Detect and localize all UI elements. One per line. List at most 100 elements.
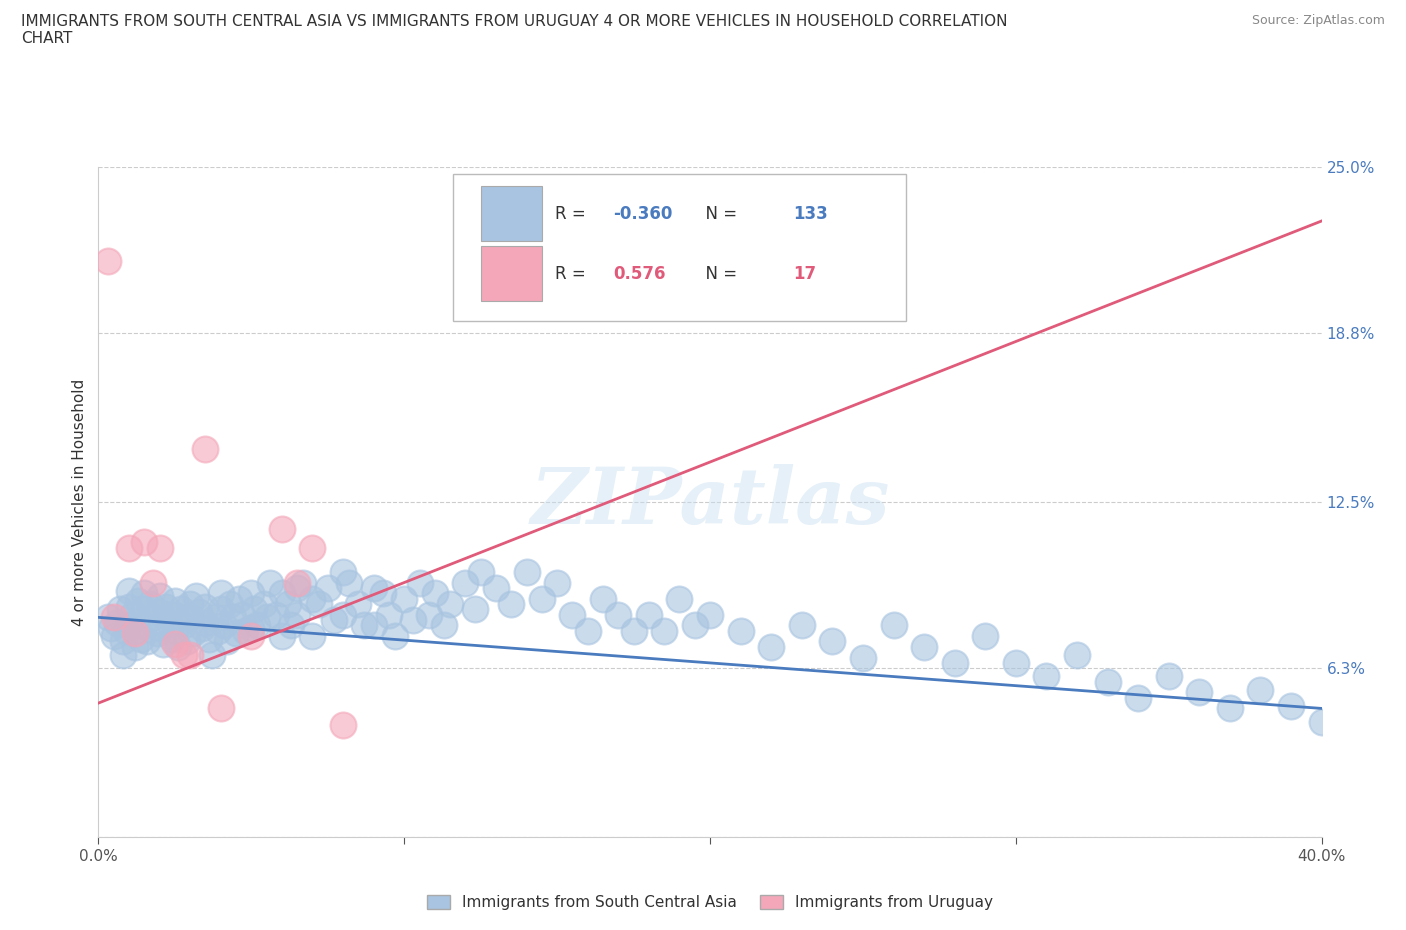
Point <box>1128 690 1150 705</box>
Point <box>316 580 339 595</box>
Point <box>454 575 477 590</box>
Point <box>353 618 375 632</box>
Text: 133: 133 <box>793 205 828 222</box>
Point <box>167 640 190 655</box>
Point <box>246 618 269 632</box>
Point <box>134 535 156 550</box>
Point <box>163 623 186 638</box>
Point <box>418 607 440 622</box>
Point <box>852 650 875 665</box>
Point <box>402 613 425 628</box>
Point <box>179 596 201 611</box>
Point <box>516 565 538 579</box>
Point <box>378 607 401 622</box>
Point <box>301 540 323 555</box>
Point <box>209 602 232 617</box>
Point <box>152 637 174 652</box>
Point <box>1188 684 1211 699</box>
Point <box>592 591 614 606</box>
Point <box>332 565 354 579</box>
Point <box>228 591 250 606</box>
Point <box>142 610 165 625</box>
Point <box>142 575 165 590</box>
Point <box>124 626 146 641</box>
Point <box>277 596 299 611</box>
Point <box>111 634 134 649</box>
Point <box>149 604 172 619</box>
Point <box>384 629 406 644</box>
Point <box>173 618 195 632</box>
Point <box>105 616 128 631</box>
Point <box>423 586 446 601</box>
Point <box>280 618 302 632</box>
Point <box>194 441 217 456</box>
Point <box>530 591 553 606</box>
Text: ZIPatlas: ZIPatlas <box>530 464 890 540</box>
Point <box>179 647 201 662</box>
FancyBboxPatch shape <box>481 246 543 301</box>
Point <box>1279 698 1302 713</box>
Point <box>118 618 141 632</box>
Point <box>974 629 997 644</box>
Point <box>181 626 204 641</box>
Point <box>363 580 385 595</box>
Point <box>215 634 238 649</box>
Text: 0.576: 0.576 <box>613 265 666 283</box>
Point <box>157 616 180 631</box>
Point <box>607 607 630 622</box>
Point <box>301 629 323 644</box>
Point <box>118 599 141 614</box>
Point <box>363 618 385 632</box>
Point <box>149 589 172 604</box>
Point <box>139 596 162 611</box>
Point <box>943 656 966 671</box>
Point <box>623 623 645 638</box>
Text: N =: N = <box>696 205 742 222</box>
Point <box>821 634 844 649</box>
Point <box>485 580 508 595</box>
Text: -0.360: -0.360 <box>613 205 672 222</box>
Point <box>103 610 125 625</box>
Point <box>668 591 690 606</box>
Point <box>207 623 229 638</box>
Point <box>1097 674 1119 689</box>
Point <box>652 623 675 638</box>
Point <box>308 596 330 611</box>
Point <box>149 620 172 635</box>
Point <box>124 640 146 655</box>
Legend: Immigrants from South Central Asia, Immigrants from Uruguay: Immigrants from South Central Asia, Immi… <box>420 889 1000 916</box>
Point <box>883 618 905 632</box>
Point <box>219 596 242 611</box>
Point <box>222 610 245 625</box>
Point <box>683 618 706 632</box>
Point <box>173 647 195 662</box>
Point <box>470 565 492 579</box>
Point <box>176 634 198 649</box>
Point <box>134 618 156 632</box>
Point <box>97 610 120 625</box>
Point <box>576 623 599 638</box>
Point <box>392 591 416 606</box>
Point <box>149 540 172 555</box>
Point <box>270 629 292 644</box>
Point <box>118 540 141 555</box>
Point <box>240 620 263 635</box>
Point <box>233 623 256 638</box>
Point <box>124 623 146 638</box>
Point <box>188 604 211 619</box>
Point <box>464 602 486 617</box>
Point <box>170 602 193 617</box>
Point <box>136 634 159 649</box>
Point <box>209 701 232 716</box>
Point <box>163 594 186 609</box>
Point <box>501 596 523 611</box>
Text: IMMIGRANTS FROM SOUTH CENTRAL ASIA VS IMMIGRANTS FROM URUGUAY 4 OR MORE VEHICLES: IMMIGRANTS FROM SOUTH CENTRAL ASIA VS IM… <box>21 14 1008 46</box>
Point <box>561 607 583 622</box>
Point <box>155 599 177 614</box>
Point <box>699 607 721 622</box>
Point <box>194 599 217 614</box>
Point <box>200 647 222 662</box>
Point <box>730 623 752 638</box>
Y-axis label: 4 or more Vehicles in Household: 4 or more Vehicles in Household <box>72 379 87 626</box>
Point <box>546 575 568 590</box>
